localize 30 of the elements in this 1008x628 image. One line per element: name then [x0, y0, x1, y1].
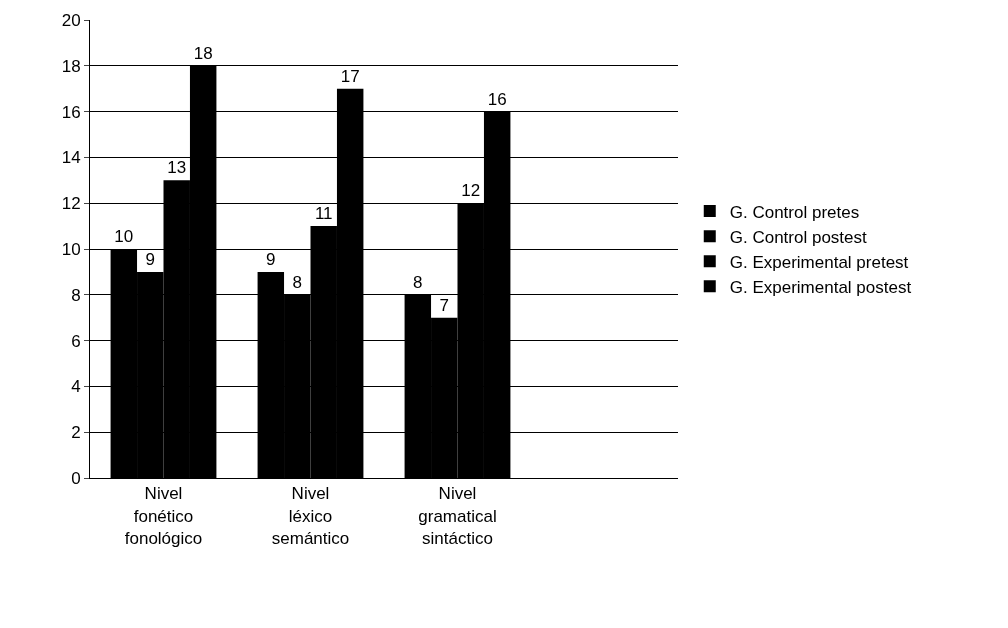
- data-label: 17: [340, 66, 360, 86]
- legend-label: G. Experimental postest: [729, 277, 912, 297]
- y-tick-label: 12: [61, 194, 81, 214]
- y-tick-label: 2: [71, 423, 81, 443]
- x-tick-label: Nivel fonético fonológico: [124, 484, 203, 548]
- x-tick-label: Nivel gramatical sintáctico: [418, 484, 497, 548]
- y-tick-label: 20: [61, 10, 81, 30]
- data-label: 8: [413, 272, 423, 292]
- data-label: 12: [461, 181, 481, 201]
- x-tick-label: Nivel léxico semántico: [271, 484, 350, 548]
- y-tick-label: 6: [71, 331, 81, 351]
- data-label: 7: [439, 295, 449, 315]
- data-label: 13: [167, 158, 187, 178]
- y-tick-label: 4: [71, 377, 81, 397]
- data-label: 11: [314, 204, 333, 224]
- y-tick-label: 0: [71, 468, 81, 488]
- data-label: 10: [114, 227, 134, 246]
- y-tick-label: 8: [71, 285, 81, 305]
- legend-label: G. Experimental pretest: [729, 252, 909, 272]
- y-tick-label: 14: [61, 148, 81, 168]
- data-label: 9: [266, 249, 276, 269]
- legend-label: G. Control postest: [729, 227, 868, 247]
- data-label: 9: [145, 249, 155, 269]
- y-tick-label: 10: [61, 239, 81, 259]
- legend-label: G. Control pretes: [729, 202, 860, 222]
- y-tick-label: 18: [61, 56, 81, 76]
- y-tick-label: 16: [61, 102, 81, 122]
- data-label: 8: [292, 272, 302, 292]
- data-label: 16: [487, 89, 507, 109]
- data-label: 18: [193, 43, 213, 63]
